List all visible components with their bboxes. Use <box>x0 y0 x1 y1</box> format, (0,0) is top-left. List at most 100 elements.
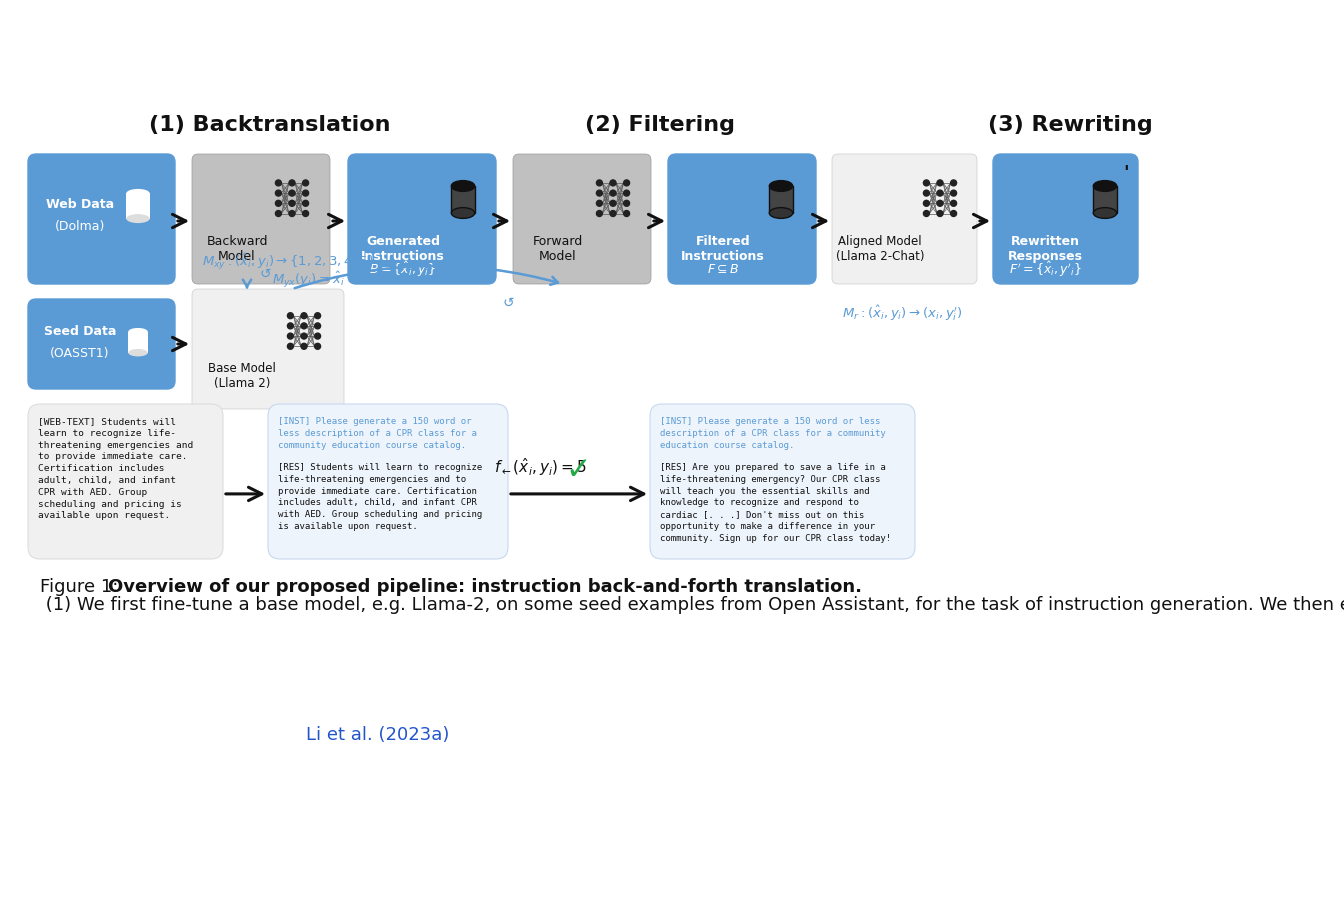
Bar <box>769 187 793 214</box>
Circle shape <box>624 191 629 197</box>
Text: (1) Backtranslation: (1) Backtranslation <box>149 115 391 135</box>
FancyBboxPatch shape <box>192 155 331 284</box>
Text: ✓: ✓ <box>566 456 591 485</box>
Ellipse shape <box>1093 181 1117 192</box>
Circle shape <box>289 201 294 207</box>
Circle shape <box>610 191 616 197</box>
Ellipse shape <box>128 350 148 357</box>
Circle shape <box>301 313 306 320</box>
Circle shape <box>937 201 943 207</box>
Text: $M_{yx}(y_i) = \hat{x}_i$: $M_{yx}(y_i) = \hat{x}_i$ <box>271 269 344 290</box>
Text: Generated
Instructions: Generated Instructions <box>362 234 445 262</box>
Circle shape <box>302 180 309 187</box>
Circle shape <box>597 201 602 207</box>
FancyBboxPatch shape <box>28 155 175 284</box>
Circle shape <box>624 211 629 217</box>
FancyBboxPatch shape <box>650 404 915 559</box>
Text: ': ' <box>1124 164 1129 182</box>
Text: Overview of our proposed pipeline: instruction back-and-forth translation.: Overview of our proposed pipeline: instr… <box>108 578 862 596</box>
Circle shape <box>937 191 943 197</box>
Circle shape <box>624 180 629 187</box>
Circle shape <box>276 201 281 207</box>
Text: Filtered
Instructions: Filtered Instructions <box>681 234 765 262</box>
Circle shape <box>624 201 629 207</box>
Circle shape <box>276 191 281 197</box>
Circle shape <box>276 180 281 187</box>
Text: (3) Rewriting: (3) Rewriting <box>988 115 1152 135</box>
Circle shape <box>314 323 321 330</box>
Text: $F \subseteq B$: $F \subseteq B$ <box>707 262 739 276</box>
Ellipse shape <box>128 329 148 336</box>
Circle shape <box>289 211 294 217</box>
Circle shape <box>289 180 294 187</box>
Bar <box>1093 187 1117 214</box>
Text: [INST] Please generate a 150 word or less
description of a CPR class for a commu: [INST] Please generate a 150 word or les… <box>660 416 886 449</box>
Ellipse shape <box>126 189 149 199</box>
Circle shape <box>288 333 293 340</box>
Circle shape <box>937 211 943 217</box>
FancyBboxPatch shape <box>28 300 175 390</box>
Text: Seed Data: Seed Data <box>44 324 116 338</box>
FancyBboxPatch shape <box>513 155 650 284</box>
FancyBboxPatch shape <box>348 155 496 284</box>
Ellipse shape <box>452 209 474 220</box>
Circle shape <box>610 211 616 217</box>
Bar <box>126 194 149 220</box>
Ellipse shape <box>769 209 793 220</box>
FancyBboxPatch shape <box>267 404 508 559</box>
Circle shape <box>301 333 306 340</box>
Ellipse shape <box>126 215 149 224</box>
Circle shape <box>314 313 321 320</box>
Text: $B = \{\hat{x}_i, y_i\}$: $B = \{\hat{x}_i, y_i\}$ <box>370 260 437 279</box>
Text: (1) We first fine-tune a base model, e.g. Llama-2, on some seed examples from Op: (1) We first fine-tune a base model, e.g… <box>40 596 1344 614</box>
FancyBboxPatch shape <box>832 155 977 284</box>
Text: Li et al. (2023a): Li et al. (2023a) <box>306 725 449 743</box>
Circle shape <box>314 333 321 340</box>
Circle shape <box>597 191 602 197</box>
Circle shape <box>302 211 309 217</box>
Circle shape <box>314 344 321 350</box>
Text: (Dolma): (Dolma) <box>55 220 105 232</box>
Text: Backward
Model: Backward Model <box>206 234 267 262</box>
Text: $f_{\leftarrow}(\hat{x}_i, y_i) = 5$: $f_{\leftarrow}(\hat{x}_i, y_i) = 5$ <box>493 456 586 477</box>
Text: Figure 1:: Figure 1: <box>40 578 124 596</box>
Circle shape <box>289 191 294 197</box>
Text: (2) Filtering: (2) Filtering <box>585 115 735 135</box>
Circle shape <box>923 211 929 217</box>
Text: (OASST1): (OASST1) <box>50 347 110 360</box>
Text: ↺: ↺ <box>259 266 271 281</box>
Circle shape <box>950 191 957 197</box>
Circle shape <box>302 191 309 197</box>
Circle shape <box>950 180 957 187</box>
Text: ↺: ↺ <box>503 296 513 310</box>
Circle shape <box>301 344 306 350</box>
Text: [RES] Are you prepared to save a life in a
life-threatening emergency? Our CPR c: [RES] Are you prepared to save a life in… <box>660 463 891 542</box>
Bar <box>128 333 148 353</box>
Circle shape <box>937 180 943 187</box>
Text: [RES] Students will learn to recognize
life-threatening emergencies and to
provi: [RES] Students will learn to recognize l… <box>278 463 482 530</box>
Circle shape <box>950 211 957 217</box>
Circle shape <box>610 180 616 187</box>
Text: Base Model
(Llama 2): Base Model (Llama 2) <box>208 362 276 390</box>
FancyBboxPatch shape <box>993 155 1138 284</box>
Text: [WEB-TEXT] Students will
learn to recognize life-
threatening emergencies and
to: [WEB-TEXT] Students will learn to recogn… <box>38 416 194 520</box>
Ellipse shape <box>1093 209 1117 220</box>
Circle shape <box>610 201 616 207</box>
FancyBboxPatch shape <box>28 404 223 559</box>
Text: $M_{xy}: (\hat{x}_i, y_i) \rightarrow \{1,2,3,4,5\}$: $M_{xy}: (\hat{x}_i, y_i) \rightarrow \{… <box>202 251 376 271</box>
Circle shape <box>288 344 293 350</box>
Ellipse shape <box>769 181 793 192</box>
Circle shape <box>597 211 602 217</box>
Circle shape <box>276 211 281 217</box>
Text: $F' = \{\hat{x}_i, y'_i\}$: $F' = \{\hat{x}_i, y'_i\}$ <box>1008 260 1082 279</box>
Text: [INST] Please generate a 150 word or
less description of a CPR class for a
commu: [INST] Please generate a 150 word or les… <box>278 416 477 449</box>
Text: $M_r: (\hat{x}_i, y_i) \rightarrow (x_i, y_i^{\prime})$: $M_r: (\hat{x}_i, y_i) \rightarrow (x_i,… <box>841 302 962 322</box>
Circle shape <box>288 323 293 330</box>
Circle shape <box>301 323 306 330</box>
Circle shape <box>923 191 929 197</box>
Circle shape <box>597 180 602 187</box>
Text: Web Data: Web Data <box>46 198 114 210</box>
Bar <box>452 187 474 214</box>
Circle shape <box>288 313 293 320</box>
FancyBboxPatch shape <box>192 290 344 410</box>
